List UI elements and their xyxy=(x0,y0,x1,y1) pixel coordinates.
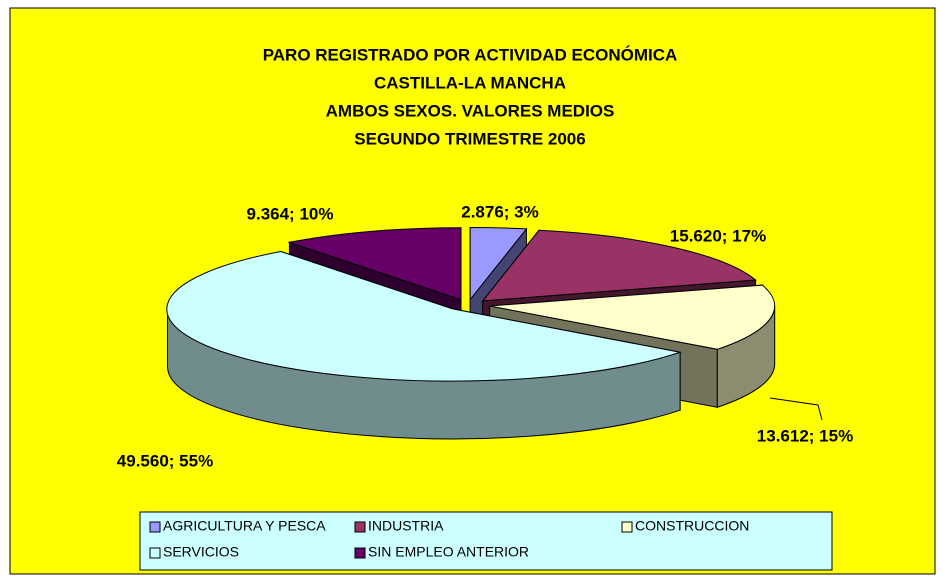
leader-line xyxy=(769,397,823,421)
slice xyxy=(469,226,528,301)
data-label: 15.620; 17% xyxy=(670,226,766,245)
legend-swatch xyxy=(149,521,161,533)
legend-label: SIN EMPLEO ANTERIOR xyxy=(368,544,529,560)
chart-title: AMBOS SEXOS. VALORES MEDIOS xyxy=(326,101,615,120)
legend-swatch xyxy=(621,521,633,533)
legend-swatch xyxy=(149,547,161,559)
slice xyxy=(481,229,757,302)
legend-swatch xyxy=(354,521,366,533)
data-label: 9.364; 10% xyxy=(247,204,334,223)
legend-swatch xyxy=(354,547,366,559)
data-label: 13.612; 15% xyxy=(757,426,853,445)
chart-title: SEGUNDO TRIMESTRE 2006 xyxy=(354,129,585,148)
chart-title: CASTILLA-LA MANCHA xyxy=(374,73,566,92)
legend-label: AGRICULTURA Y PESCA xyxy=(163,518,326,534)
slice xyxy=(287,227,462,301)
legend-label: CONSTRUCCION xyxy=(635,518,749,534)
legend xyxy=(139,511,833,571)
data-label: 2.876; 3% xyxy=(461,202,539,221)
chart-title: PARO REGISTRADO POR ACTIVIDAD ECONÓMICA xyxy=(263,45,678,64)
slice xyxy=(489,284,776,350)
slice xyxy=(166,250,683,382)
legend-label: SERVICIOS xyxy=(163,544,239,560)
legend-label: INDUSTRIA xyxy=(368,518,444,534)
data-label: 49.560; 55% xyxy=(117,451,213,470)
